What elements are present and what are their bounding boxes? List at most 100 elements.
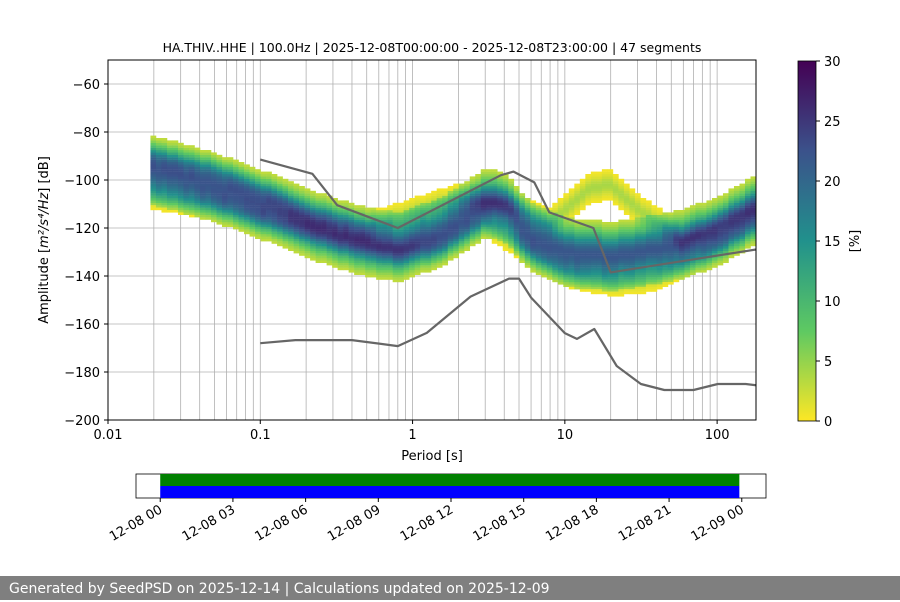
psd-cell	[651, 279, 658, 283]
psd-cell	[233, 181, 239, 184]
psd-cell	[177, 205, 184, 208]
psd-cell	[315, 205, 322, 208]
psd-cell	[722, 248, 729, 251]
psd-cell	[629, 229, 636, 232]
psd-cell	[497, 241, 504, 244]
psd-cell	[623, 253, 630, 256]
psd-cell	[579, 236, 586, 239]
psd-cell	[673, 267, 680, 271]
psd-cell	[684, 267, 691, 271]
psd-cell	[222, 169, 228, 172]
psd-cell	[172, 193, 179, 196]
y-tick-label: −160	[64, 318, 100, 333]
psd-cell	[612, 229, 619, 232]
psd-cell	[299, 195, 305, 199]
timeline-tick-label: 12-08 09	[325, 502, 383, 544]
psd-cell	[695, 212, 702, 215]
psd-cell	[293, 234, 300, 237]
psd-cell	[205, 186, 212, 189]
psd-cell	[524, 238, 531, 242]
psd-cell	[563, 212, 570, 215]
psd-cell	[706, 267, 713, 271]
psd-cell	[629, 248, 636, 251]
psd-cell	[491, 200, 498, 203]
psd-cell	[623, 272, 630, 275]
psd-cell	[188, 152, 195, 155]
psd-cell	[728, 248, 735, 251]
psd-cell	[249, 207, 256, 211]
psd-cell	[155, 176, 162, 179]
psd-cell	[728, 219, 735, 223]
psd-cell	[623, 193, 630, 196]
psd-cell	[436, 207, 443, 211]
psd-cell	[337, 234, 344, 237]
psd-cell	[194, 150, 201, 153]
psd-cell	[447, 210, 454, 213]
psd-cell	[623, 289, 630, 292]
psd-cell	[750, 181, 756, 184]
colorbar	[797, 60, 817, 422]
psd-cell	[706, 207, 713, 211]
psd-cell	[310, 219, 316, 223]
psd-cell	[695, 236, 702, 239]
psd-cell	[277, 193, 283, 196]
psd-cell	[662, 255, 669, 259]
psd-cell	[739, 236, 746, 239]
psd-cell	[590, 178, 597, 182]
psd-cell	[607, 260, 614, 263]
psd-cell	[475, 207, 482, 211]
psd-cell	[469, 186, 476, 189]
psd-cell	[403, 210, 410, 213]
psd-cell	[216, 178, 223, 182]
psd-cell	[579, 195, 586, 199]
psd-cell	[453, 200, 460, 203]
psd-cell	[337, 238, 344, 242]
psd-cell	[409, 236, 415, 239]
psd-cell	[277, 243, 283, 247]
psd-cell	[590, 243, 597, 247]
psd-cell	[233, 205, 239, 208]
psd-cell	[233, 207, 239, 211]
psd-cell	[717, 222, 724, 225]
psd-cell	[689, 207, 696, 211]
psd-cell	[590, 174, 597, 177]
psd-cell	[249, 229, 256, 232]
psd-cell	[398, 231, 404, 235]
psd-cell	[354, 222, 360, 225]
psd-cell	[458, 236, 465, 239]
psd-cell	[420, 248, 426, 251]
psd-cell	[260, 234, 267, 237]
psd-cell	[590, 272, 597, 275]
psd-cell	[166, 210, 173, 213]
psd-cell	[271, 205, 278, 208]
psd-cell	[227, 202, 234, 206]
psd-cell	[574, 243, 581, 247]
psd-cell	[260, 202, 267, 206]
psd-cell	[414, 224, 421, 227]
psd-cell	[618, 279, 625, 283]
psd-cell	[260, 200, 267, 203]
psd-cell	[508, 183, 515, 187]
psd-cell	[513, 195, 520, 199]
psd-cell	[530, 219, 537, 223]
psd-cell	[502, 198, 509, 201]
psd-cell	[557, 282, 564, 285]
psd-cell	[293, 217, 300, 220]
psd-cell	[563, 238, 570, 242]
psd-cell	[188, 210, 195, 213]
psd-cell	[321, 226, 327, 230]
psd-cell	[458, 219, 465, 223]
psd-cell	[568, 267, 575, 271]
psd-cell	[508, 231, 515, 235]
psd-cell	[563, 250, 570, 254]
psd-cell	[387, 217, 393, 220]
psd-cell	[376, 243, 382, 247]
psd-cell	[645, 250, 652, 254]
psd-cell	[475, 224, 482, 227]
psd-cell	[717, 214, 724, 218]
psd-cell	[568, 279, 575, 283]
psd-cell	[447, 190, 454, 194]
psd-cell	[722, 241, 729, 244]
psd-cell	[557, 231, 564, 235]
psd-cell	[238, 166, 245, 170]
